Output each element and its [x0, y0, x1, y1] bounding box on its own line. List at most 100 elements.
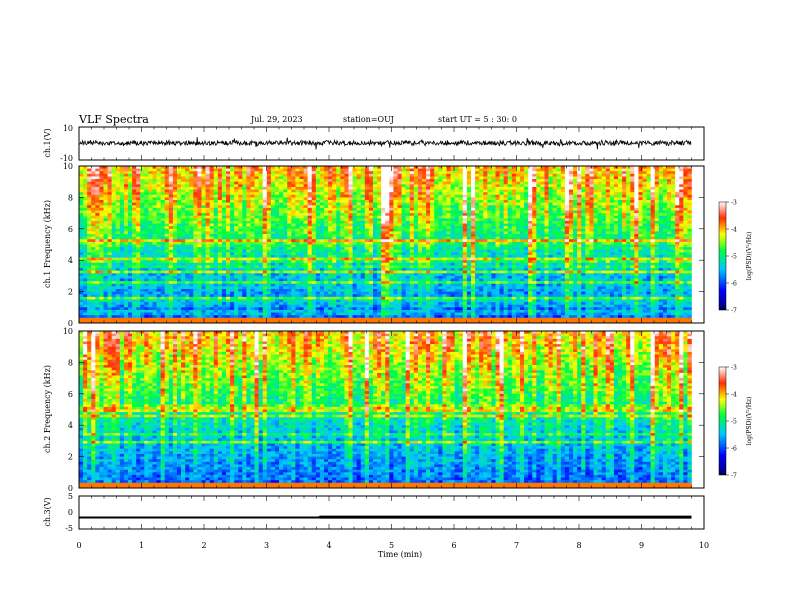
- spectrogram-cell: [377, 194, 382, 198]
- spectrogram-cell: [79, 168, 84, 172]
- spectrogram-cell: [230, 220, 235, 224]
- spectrogram-cell: [83, 304, 88, 308]
- spectrogram-cell: [340, 234, 345, 237]
- spectrogram-cell: [373, 249, 378, 253]
- spectrogram-cell: [364, 220, 370, 224]
- spectrogram-cell: [356, 210, 362, 214]
- spectrogram-cell: [254, 207, 259, 211]
- spectrogram-cell: [140, 236, 145, 240]
- spectrogram-cell: [95, 315, 100, 319]
- spectrogram-cell: [324, 270, 329, 274]
- spectrogram-cell: [226, 223, 231, 227]
- spectrogram-cell: [132, 294, 137, 298]
- spectrogram-cell: [401, 286, 406, 290]
- spectrogram-cell: [356, 181, 362, 185]
- spectrogram-cell: [91, 200, 96, 203]
- spectrogram-cell: [352, 213, 357, 217]
- spectrogram-cell: [128, 265, 133, 269]
- spectrogram-cell: [258, 283, 264, 287]
- spectrogram-cell: [242, 189, 247, 193]
- spectrogram-cell: [213, 179, 219, 182]
- spectrogram-cell: [287, 275, 292, 279]
- spectrogram-cell: [401, 220, 406, 224]
- spectrogram-cell: [319, 220, 325, 224]
- spectrogram-cell: [226, 171, 231, 175]
- spectrogram-cell: [393, 173, 398, 177]
- spectrogram-cell: [303, 244, 308, 248]
- spectrogram-cell: [258, 200, 264, 203]
- spectrogram-cell: [156, 223, 161, 227]
- spectrogram-cell: [340, 189, 345, 193]
- spectrogram-cell: [332, 210, 337, 214]
- spectrogram-cell: [303, 218, 308, 222]
- spectrogram-cell: [405, 286, 411, 290]
- spectrogram-cell: [152, 173, 157, 177]
- spectrogram-cell: [103, 231, 108, 235]
- spectrogram-cell: [213, 168, 219, 172]
- spectrogram-cell: [201, 315, 206, 319]
- spectrogram-cell: [189, 304, 194, 308]
- spectrogram-cell: [348, 247, 353, 251]
- spectrogram-cell: [160, 315, 166, 319]
- spectrogram-cell: [262, 239, 268, 243]
- spectrogram-cell: [132, 200, 137, 203]
- spectrogram-cell: [156, 192, 161, 196]
- spectrogram-cell: [328, 291, 333, 295]
- spectrogram-cell: [279, 231, 284, 235]
- spectrogram-cell: [368, 257, 374, 261]
- spectrogram-cell: [373, 296, 378, 300]
- spectrogram-cell: [148, 236, 153, 240]
- spectrogram-cell: [397, 270, 402, 274]
- spectrogram-cell: [156, 186, 161, 190]
- spectrogram-cell: [160, 173, 166, 177]
- spectrogram-cell: [172, 179, 178, 182]
- spectrogram-cell: [401, 252, 406, 256]
- spectrogram-cell: [201, 220, 206, 224]
- spectrogram-cell: [242, 260, 247, 264]
- spectrogram-cell: [307, 315, 313, 319]
- spectrogram-cell: [262, 244, 268, 248]
- spectrogram-cell: [258, 234, 264, 237]
- spectrogram-cell: [291, 309, 296, 313]
- spectrogram-cell: [242, 215, 247, 219]
- spectrogram-cell: [103, 223, 108, 227]
- spectrogram-cell: [103, 179, 108, 182]
- spectrogram-cell: [352, 186, 357, 190]
- spectrogram-cell: [238, 205, 243, 209]
- spectrogram-cell: [295, 268, 300, 271]
- spectrogram-cell: [315, 291, 321, 295]
- spectrogram-cell: [148, 254, 153, 258]
- spectrogram-cell: [140, 218, 145, 222]
- spectrogram-cell: [340, 252, 345, 256]
- spectrogram-cell: [250, 210, 255, 214]
- spectrogram-cell: [291, 189, 296, 193]
- spectrogram-cell: [111, 234, 117, 237]
- spectrogram-cell: [324, 186, 329, 190]
- spectrogram-cell: [401, 186, 406, 190]
- spectrogram-cell: [332, 260, 337, 264]
- spectrogram-cell: [197, 283, 202, 287]
- spectrogram-cell: [115, 257, 121, 261]
- spectrogram-cell: [279, 260, 284, 264]
- spectrogram-cell: [128, 179, 133, 182]
- spectrogram-cell: [324, 239, 329, 243]
- spectrogram-cell: [132, 288, 137, 292]
- spectrogram-cell: [87, 200, 92, 203]
- spectrogram-cell: [136, 288, 141, 292]
- spectrogram-cell: [389, 268, 394, 271]
- spectrogram-cell: [340, 220, 345, 224]
- spectrogram-cell: [307, 207, 313, 211]
- spectrogram-cell: [123, 173, 129, 177]
- spectrogram-cell: [132, 197, 137, 201]
- spectrogram-cell: [258, 252, 264, 256]
- spectrogram-cell: [328, 296, 333, 300]
- spectrogram-cell: [140, 231, 145, 235]
- spectrogram-cell: [234, 171, 239, 175]
- spectrogram-cell: [95, 309, 100, 313]
- spectrogram-cell: [160, 278, 166, 282]
- spectrogram-cell: [250, 299, 255, 303]
- spectrogram-cell: [291, 220, 296, 224]
- spectrogram-cell: [242, 171, 247, 175]
- spectrogram-cell: [393, 249, 398, 253]
- spectrogram-cell: [193, 252, 198, 256]
